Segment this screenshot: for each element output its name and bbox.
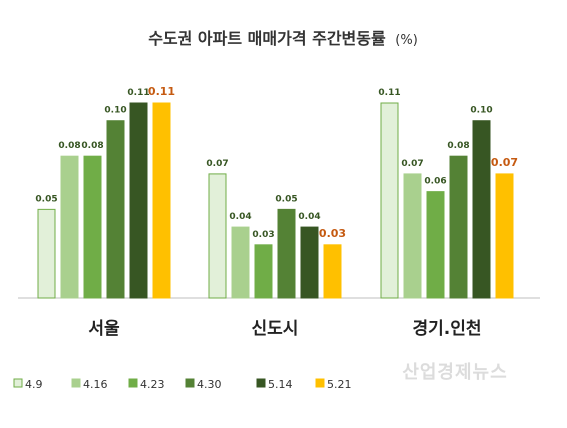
legend-swatch-4.23 <box>128 378 138 388</box>
legend-label: 5.14 <box>268 378 293 391</box>
bar-4.16-2 <box>403 173 422 299</box>
data-label: 0.11 <box>378 88 400 98</box>
bar-4.23-0 <box>83 155 102 299</box>
legend-swatch-5.21 <box>315 378 325 388</box>
chart-title-text: 수도권 아파트 매매가격 주간변동률 <box>148 29 386 48</box>
data-label: 0.03 <box>319 227 346 240</box>
bar-4.16-0 <box>60 155 79 299</box>
bar-4.9-0 <box>37 208 56 299</box>
bar-4.23-1 <box>254 244 273 299</box>
bars-layer: 0.050.08 0.080.100.110.110.070.040.030.05… <box>35 85 518 299</box>
legend-swatch-5.14 <box>256 378 266 388</box>
watermark-logo: 산업경제뉴스 <box>402 362 507 383</box>
bar-5.21-1 <box>323 244 342 299</box>
data-label: 0.06 <box>424 177 446 187</box>
data-label: 0.03 <box>252 230 274 240</box>
bar-4.16-1 <box>231 226 250 299</box>
legend-label: 4.9 <box>25 378 43 391</box>
legend-swatch-4.9 <box>13 378 23 388</box>
bar-4.23-2 <box>426 191 445 299</box>
chart-title: 수도권 아파트 매매가격 주간변동률 (%) <box>148 29 418 48</box>
category-label: 경기.인천 <box>412 319 481 339</box>
data-label: 0.04 <box>229 212 251 222</box>
data-label: 0.05 <box>275 194 297 204</box>
bar-5.14-2 <box>472 120 491 299</box>
legend-swatch-4.30 <box>185 378 195 388</box>
legend-label: 4.23 <box>140 378 165 391</box>
data-label: 0.08 <box>447 141 469 151</box>
bar-4.9-2 <box>380 102 399 299</box>
legend-swatch-4.16 <box>71 378 81 388</box>
data-label: 0.11 <box>148 85 175 98</box>
legend-label: 4.16 <box>83 378 108 391</box>
chart-unit: (%) <box>395 33 418 48</box>
data-label: 0.10 <box>104 106 126 116</box>
data-label: 0.07 <box>401 159 423 169</box>
data-label: 0.07 <box>206 159 228 169</box>
bar-4.30-1 <box>277 208 296 299</box>
legend: 4.9 4.16 4.23 4.30 5.14 5.21 <box>13 378 352 391</box>
data-label: 0.11 <box>127 88 149 98</box>
bar-4.30-2 <box>449 155 468 299</box>
data-label: 0.10 <box>470 106 492 116</box>
category-label: 신도시 <box>252 319 299 339</box>
data-label: 0.05 <box>35 194 57 204</box>
data-label: 0.07 <box>491 156 518 169</box>
bar-5.14-1 <box>300 226 319 299</box>
data-label: 0.08 <box>81 141 103 151</box>
bar-4.9-1 <box>208 173 227 299</box>
bar-5.21-0 <box>152 102 171 299</box>
legend-label: 4.30 <box>197 378 222 391</box>
bar-5.21-2 <box>495 173 514 299</box>
data-label: 0.08 <box>58 141 80 151</box>
bar-5.14-0 <box>129 102 148 299</box>
legend-label: 5.21 <box>327 378 352 391</box>
bar-4.30-0 <box>106 120 125 299</box>
data-label: 0.04 <box>298 212 320 222</box>
category-labels: 서울 신도시 경기.인천 <box>88 319 481 339</box>
category-label: 서울 <box>88 319 120 339</box>
